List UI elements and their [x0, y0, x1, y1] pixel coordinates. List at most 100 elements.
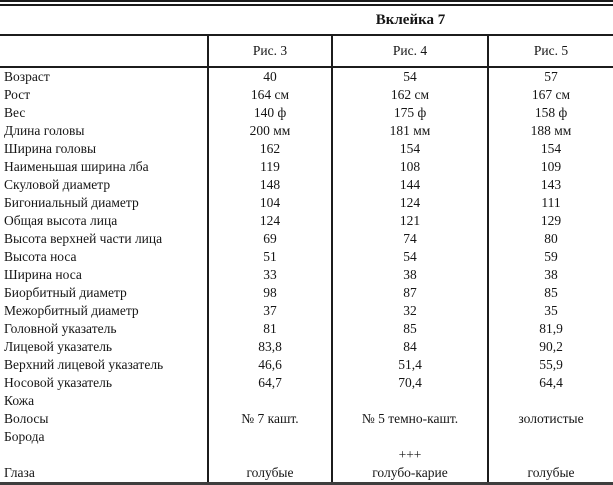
cell-value: 85 [486, 284, 613, 302]
row-label: Верхний лицевой указатель [4, 357, 164, 373]
table-row: Общая высота лица 124 121 129 [0, 212, 613, 230]
cell-value: голубо-карие [331, 464, 488, 482]
cell-value: 51 [207, 248, 332, 266]
row-label: Высота верхней части лица [4, 231, 163, 247]
row-label: Волосы [4, 411, 49, 427]
cell-value: № 7 кашт. [207, 410, 332, 428]
cell-value: 46,6 [207, 356, 332, 374]
cell-value: 162 см [331, 86, 488, 104]
cell-value: 124 [207, 212, 332, 230]
table-row: Высота верхней части лица 69 74 80 [0, 230, 613, 248]
cell-value: 144 [331, 176, 488, 194]
cell-value: золотистые [486, 410, 613, 428]
cell-value: 40 [207, 67, 332, 86]
cell-value: 129 [486, 212, 613, 230]
cell-value [486, 428, 613, 446]
table-title: Вклейка 7 [208, 6, 613, 36]
cell-value [331, 392, 488, 410]
row-label: Лицевой указатель [4, 339, 113, 355]
column-header-fig3: Рис. 3 [207, 35, 332, 68]
cell-value: 90,2 [486, 338, 613, 356]
cell-value: 85 [331, 320, 488, 338]
cell-value: 119 [207, 158, 332, 176]
table-row: +++ [0, 446, 613, 464]
anthropometry-table: Вклейка 7 Рис. 3 Рис. 4 Рис. 5 Возраст 40… [0, 6, 613, 482]
row-label: Наименьшая ширина лба [4, 159, 149, 175]
table-row: Высота носа 51 54 59 [0, 248, 613, 266]
row-label: Головной указатель [4, 321, 117, 337]
row-label: Борода [4, 429, 45, 445]
row-label: Биорбитный диаметр [4, 285, 127, 301]
column-header-fig4: Рис. 4 [331, 35, 488, 68]
table-row: Биорбитный диаметр 98 87 85 [0, 284, 613, 302]
row-label: Рост [4, 87, 31, 103]
header-spacer-cell [0, 35, 208, 68]
cell-value: 104 [207, 194, 332, 212]
table-body: Возраст 40 54 57 Рост 164 см 162 см 167 см Вес 14… [0, 67, 613, 482]
table-row: Скуловой диаметр 148 144 143 [0, 176, 613, 194]
table-row: Лицевой указатель 83,8 84 90,2 [0, 338, 613, 356]
cell-value: 54 [331, 67, 488, 86]
cell-value: 32 [331, 302, 488, 320]
cell-value: 70,4 [331, 374, 488, 392]
row-label: Вес [4, 105, 26, 121]
row-label [0, 446, 208, 464]
cell-value: 148 [207, 176, 332, 194]
cell-value: 55,9 [486, 356, 613, 374]
table-row: Волосы № 7 кашт. № 5 темно-кашт. золотистые [0, 410, 613, 428]
table-title-row: Вклейка 7 [0, 6, 613, 36]
row-label: Носовой указатель [4, 375, 113, 391]
cell-value: 111 [486, 194, 613, 212]
cell-value [207, 446, 332, 464]
row-label: Скуловой диаметр [4, 177, 111, 193]
row-label: Бигониальный диаметр [4, 195, 139, 211]
row-label: Длина головы [4, 123, 85, 139]
row-label: Межорбитный диаметр [4, 303, 139, 319]
cell-value: 158 ф [486, 104, 613, 122]
cell-value: 54 [331, 248, 488, 266]
table-header-row: Рис. 3 Рис. 4 Рис. 5 [0, 35, 613, 68]
cell-value: 38 [486, 266, 613, 284]
cell-value [486, 392, 613, 410]
cell-value: 83,8 [207, 338, 332, 356]
cell-value: 167 см [486, 86, 613, 104]
cell-value: 164 см [207, 86, 332, 104]
cell-value: 59 [486, 248, 613, 266]
table-row: Рост 164 см 162 см 167 см [0, 86, 613, 104]
cell-value: 181 мм [331, 122, 488, 140]
cell-value: 37 [207, 302, 332, 320]
cell-value [331, 428, 488, 446]
table-row: Ширина головы 162 154 154 [0, 140, 613, 158]
row-label: Ширина носа [4, 267, 82, 283]
column-header-fig5: Рис. 5 [486, 35, 613, 68]
cell-value: 109 [486, 158, 613, 176]
cell-value: 188 мм [486, 122, 613, 140]
cell-value: 33 [207, 266, 332, 284]
table-row: Борода [0, 428, 613, 446]
cell-value [207, 428, 332, 446]
table-row: Носовой указатель 64,7 70,4 64,4 [0, 374, 613, 392]
table-row: Верхний лицевой указатель 46,6 51,4 55,9 [0, 356, 613, 374]
cell-value: 154 [486, 140, 613, 158]
table-row: Бигониальный диаметр 104 124 111 [0, 194, 613, 212]
cell-value: 38 [331, 266, 488, 284]
table-row: Кожа [0, 392, 613, 410]
cell-value: 121 [331, 212, 488, 230]
cell-value: 154 [331, 140, 488, 158]
row-label: Высота носа [4, 249, 77, 265]
cell-value: 124 [331, 194, 488, 212]
cell-value: 51,4 [331, 356, 488, 374]
row-label: Ширина головы [4, 141, 97, 157]
row-label: Глаза [4, 465, 35, 481]
table-row: Глаза голубые голубо-карие голубые [0, 464, 613, 482]
cell-value: 80 [486, 230, 613, 248]
cell-value: 175 ф [331, 104, 488, 122]
cell-value: 87 [331, 284, 488, 302]
cell-value [207, 392, 332, 410]
row-label: Общая высота лица [4, 213, 118, 229]
cell-value: 35 [486, 302, 613, 320]
cell-value: 162 [207, 140, 332, 158]
cell-value: № 5 темно-кашт. [331, 410, 488, 428]
